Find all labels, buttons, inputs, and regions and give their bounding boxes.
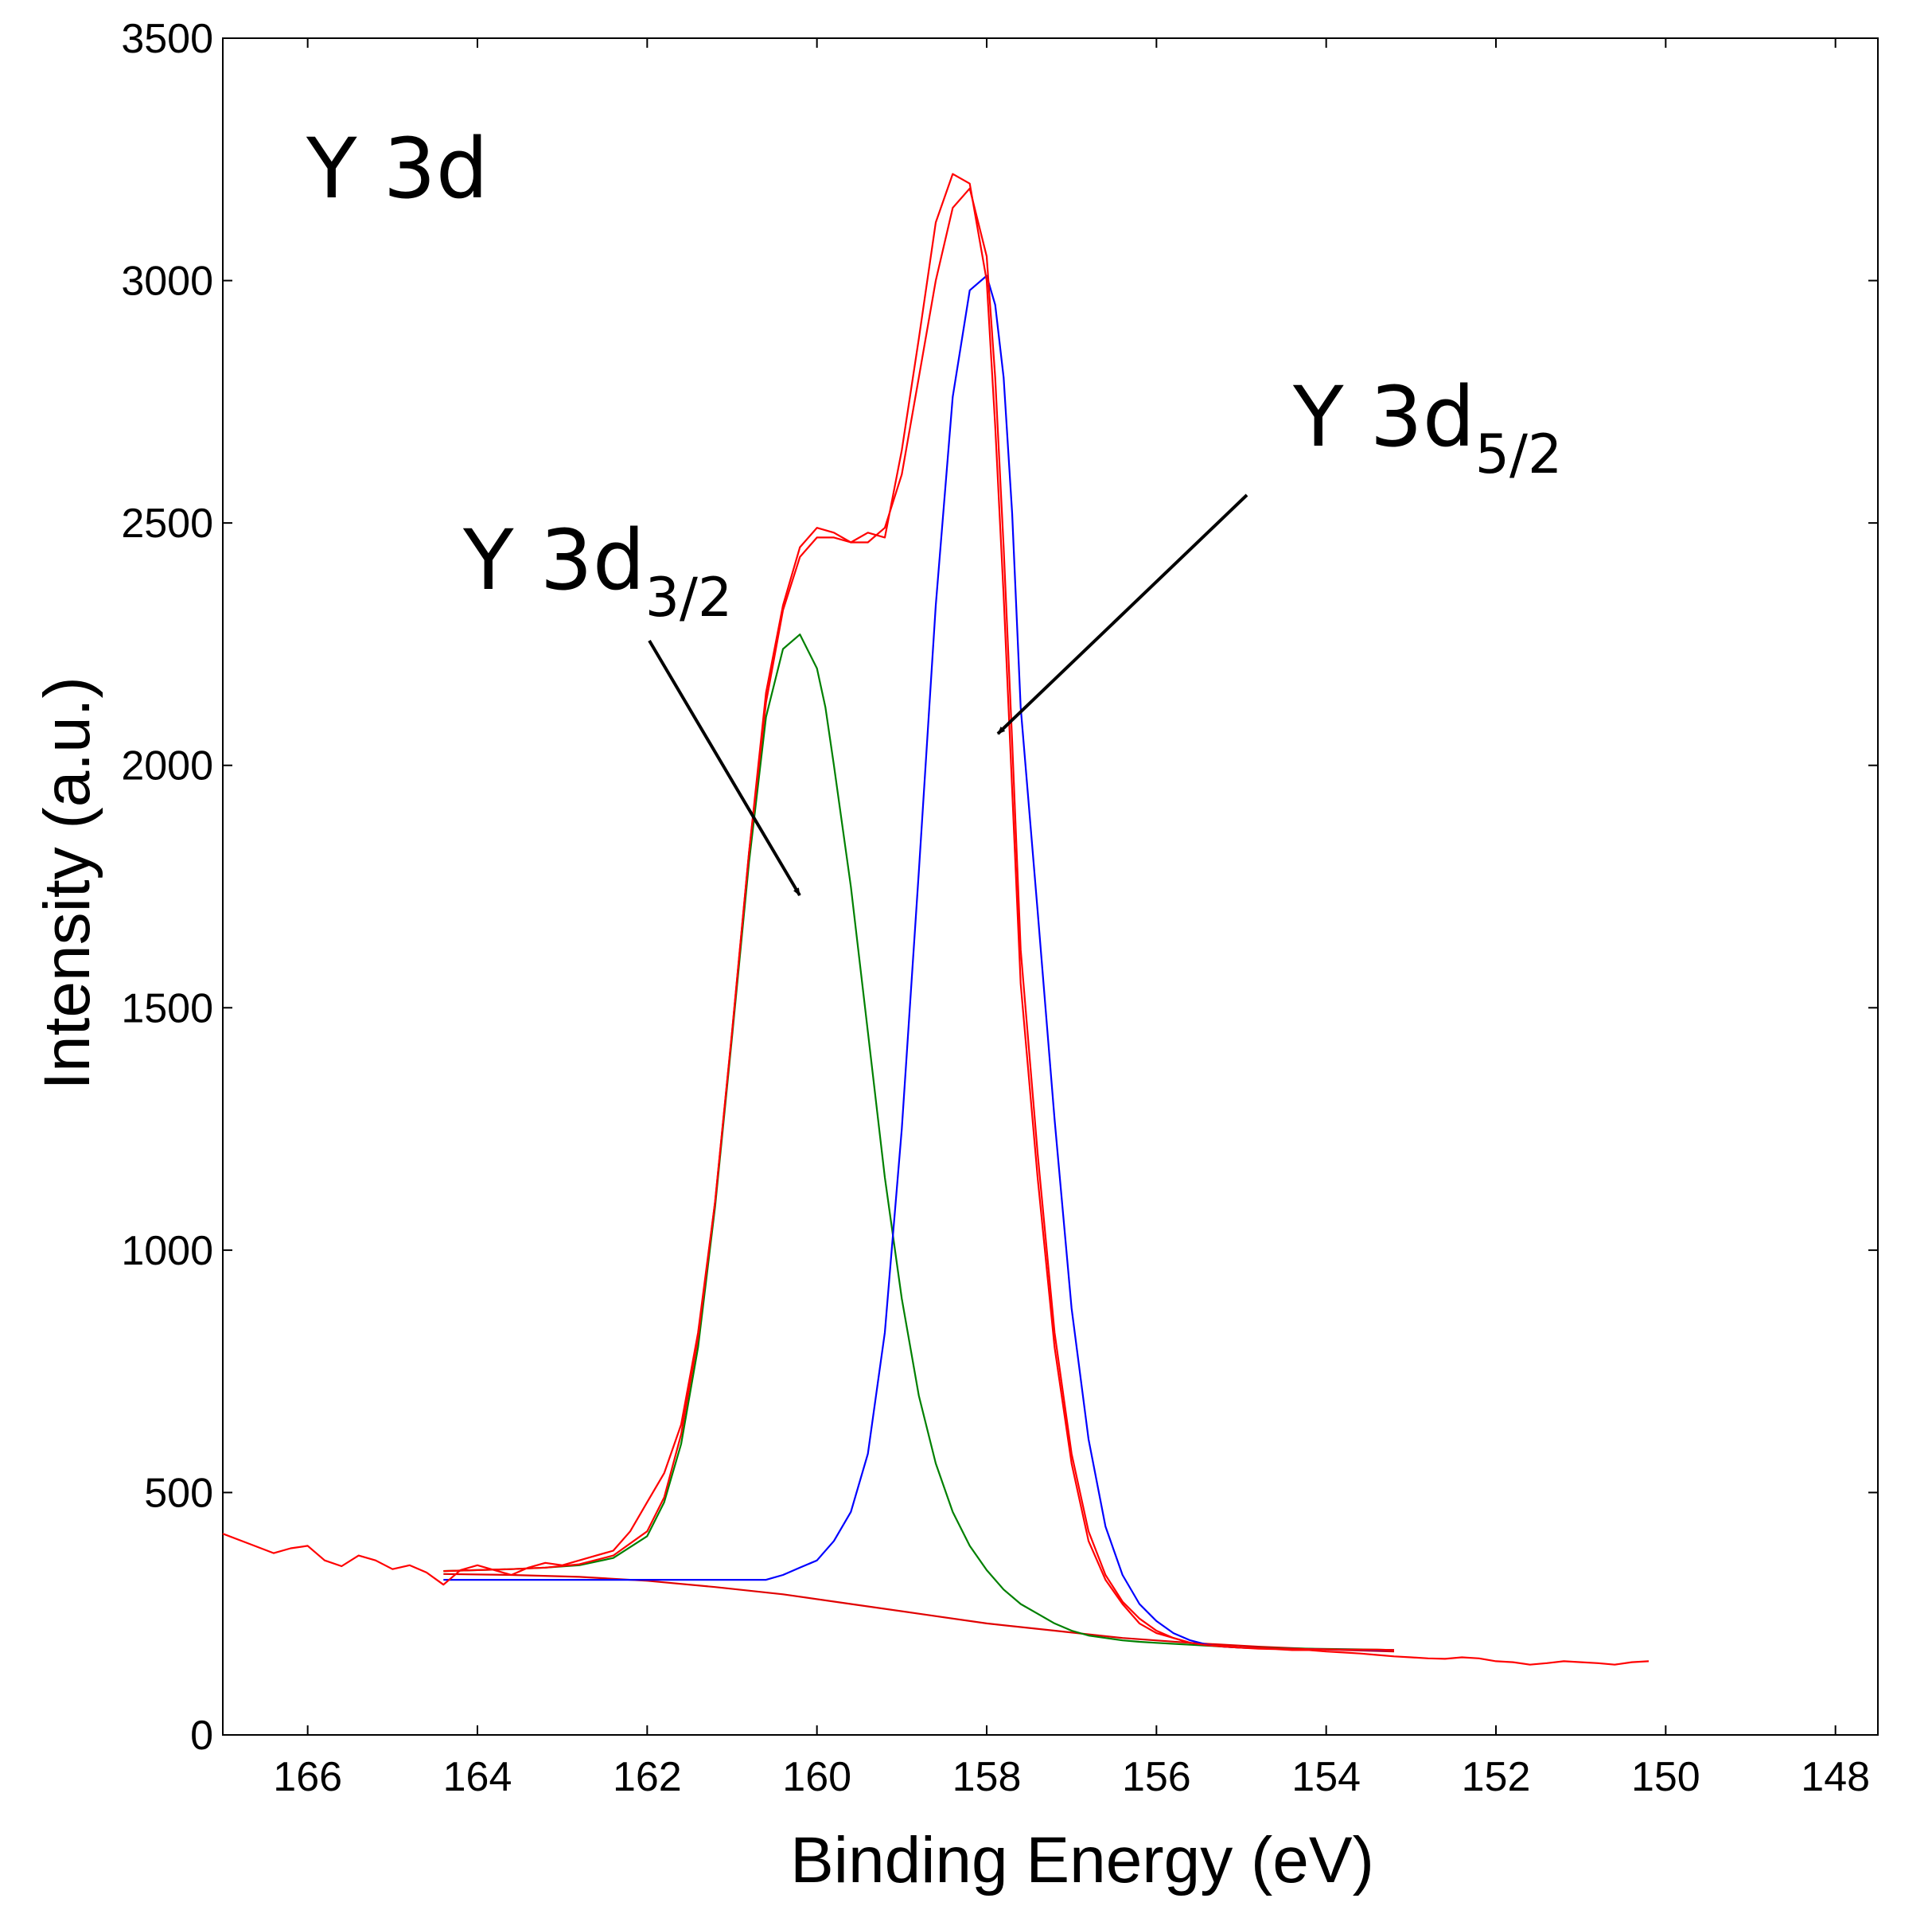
- chart-title-annotation: Y 3d: [306, 120, 489, 217]
- series-y-3d5-2-component: [443, 275, 1394, 1651]
- axis-tick-labels: 166 164 162 160 158 156 154 152 150 148 0 500 1000 15…: [121, 16, 1870, 1800]
- annotation-3d32: Y 3d3/2: [462, 512, 732, 630]
- x-tick-label: 160: [782, 1754, 851, 1800]
- annotation-3d52: Y 3d5/2: [1292, 368, 1562, 486]
- series-envelope-fit: [443, 187, 1395, 1651]
- y-tick-label: 500: [144, 1470, 213, 1516]
- y-tick-label: 3500: [121, 16, 213, 62]
- y-tick-label: 2500: [121, 501, 213, 547]
- x-tick-label: 164: [443, 1754, 512, 1800]
- y-tick-label: 1500: [121, 985, 213, 1031]
- y-tick-label: 0: [190, 1713, 213, 1759]
- arrow-3d32: [648, 639, 801, 897]
- x-tick-label: 156: [1122, 1754, 1191, 1800]
- y-tick-label: 3000: [121, 259, 213, 305]
- series-background: [443, 1573, 1395, 1653]
- x-tick-label: 148: [1801, 1754, 1870, 1800]
- series-raw-spectrum: [222, 173, 1650, 1666]
- arrow-3d52: [996, 493, 1248, 735]
- series-layer: [222, 173, 1650, 1666]
- y-tick-label: 1000: [121, 1228, 213, 1274]
- x-tick-label: 158: [952, 1754, 1022, 1800]
- series-y-3d3-2-component: [443, 633, 1395, 1651]
- x-tick-label: 162: [613, 1754, 682, 1800]
- y-axis-title: Intensity (a.u.): [31, 676, 103, 1090]
- x-axis-title: Binding Energy (eV): [790, 1824, 1374, 1896]
- x-tick-label: 154: [1291, 1754, 1361, 1800]
- x-tick-label: 152: [1462, 1754, 1531, 1800]
- axis-ticks: [223, 37, 1878, 1736]
- plot-frame: [222, 37, 1879, 1736]
- y-tick-label: 2000: [121, 743, 213, 789]
- x-tick-label: 166: [273, 1754, 342, 1800]
- x-tick-label: 150: [1631, 1754, 1700, 1800]
